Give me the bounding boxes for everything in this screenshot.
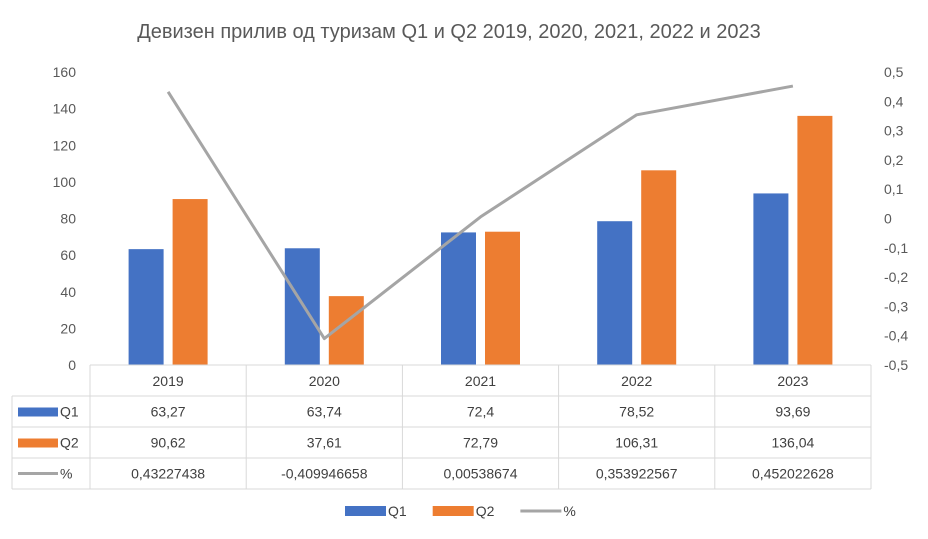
- y-left-tick-label: 100: [53, 174, 77, 190]
- bar-q1-2019: [128, 249, 164, 365]
- bar-q2-2022: [641, 170, 677, 365]
- y-right-tick-label: 0,4: [884, 93, 904, 109]
- bar-q2-2021: [485, 231, 520, 365]
- data-table: 2019 2020 2021 2022 2023 Q1 63,27 63,74 72,4 78,5…: [11, 364, 872, 490]
- y-right-tick-label: 0,1: [884, 181, 904, 197]
- x-tick-label: 2021: [465, 373, 496, 389]
- table-cell: 0,43227438: [131, 466, 205, 482]
- legend: Q1 Q2%: [345, 503, 576, 519]
- y-left-tick-label: 120: [53, 137, 77, 153]
- table-cell: 90,62: [151, 435, 186, 451]
- table-cell: 0,452022628: [752, 466, 834, 482]
- y-right-tick-label: 0,5: [884, 64, 904, 80]
- table-series-name: Q1: [60, 404, 79, 420]
- y-left-tick-label: 80: [60, 211, 76, 227]
- y-left-tick-label: 0: [68, 357, 76, 373]
- table-cell: 72,79: [463, 435, 498, 451]
- table-cell: 106,31: [615, 435, 658, 451]
- legend-label: %: [563, 503, 575, 519]
- x-tick-label: 2019: [153, 373, 184, 389]
- legend-label: Q2: [476, 503, 495, 519]
- bar-q2-2019: [172, 199, 208, 365]
- y-left-tick-label: 40: [60, 284, 76, 300]
- table-cell: 78,52: [619, 404, 654, 420]
- y-left-tick-label: 60: [60, 247, 76, 263]
- y-right-tick-label: -0,3: [884, 298, 908, 314]
- y-right-tick-label: 0: [884, 211, 892, 227]
- y-right-tick-label: -0,2: [884, 269, 908, 285]
- table-cell: 136,04: [771, 435, 814, 451]
- table-series-name: %: [60, 466, 72, 482]
- y-right-tick-label: -0,1: [884, 240, 908, 256]
- table-cell: 63,27: [151, 404, 186, 420]
- table-cell: 63,74: [307, 404, 342, 420]
- x-tick-label: 2020: [309, 373, 340, 389]
- legend-key-q2: [432, 506, 474, 516]
- table-cell: 93,69: [775, 404, 810, 420]
- table-cell: 0,00538674: [444, 466, 518, 482]
- plot-area: 0 20 40 60 80 100 120 140 160 -0,5 -0,4 -0,3 -0,2 -0,…: [53, 64, 909, 373]
- y-right-tick-label: -0,4: [884, 328, 908, 344]
- table-legend-key-q2: [18, 438, 58, 448]
- x-tick-label: 2023: [777, 373, 808, 389]
- y-right-tick-label: 0,2: [884, 152, 904, 168]
- table-series-name: Q2: [60, 435, 79, 451]
- y-left-tick-label: 160: [53, 64, 77, 80]
- line-series-percent: [166, 84, 794, 341]
- table-cell: 72,4: [467, 404, 494, 420]
- table-cell: 37,61: [307, 435, 342, 451]
- chart-title: Девизен прилив од туризам Q1 и Q2 2019, …: [137, 21, 761, 43]
- table-cell: -0,409946658: [281, 466, 368, 482]
- legend-key-q1: [345, 506, 386, 516]
- y-left-tick-label: 140: [53, 101, 77, 117]
- bar-q1-2021: [441, 232, 476, 365]
- bar-q2-2023: [797, 115, 833, 366]
- table-cell: 0,353922567: [596, 466, 678, 482]
- y-right-tick-label: 0,3: [884, 123, 904, 139]
- bar-q1-2022: [597, 221, 633, 365]
- y-left-tick-label: 20: [60, 320, 76, 336]
- x-tick-label: 2022: [621, 373, 652, 389]
- table-legend-key-q1: [18, 407, 58, 417]
- y-right-tick-label: -0,5: [884, 357, 908, 373]
- bar-q1-2023: [753, 193, 789, 365]
- legend-label: Q1: [388, 503, 407, 519]
